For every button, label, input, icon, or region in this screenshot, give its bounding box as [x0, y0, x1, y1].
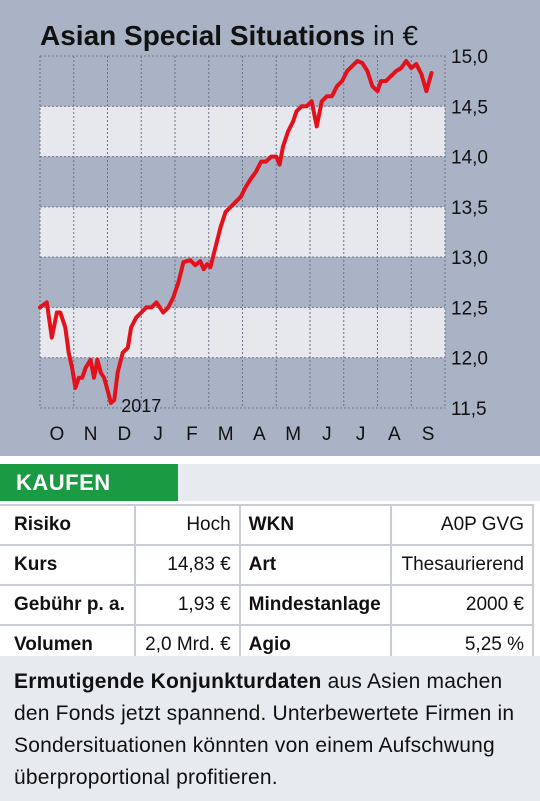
y-tick-label: 12,5 — [451, 298, 488, 319]
fact-key: Mindestanlage — [238, 584, 393, 626]
y-tick-label: 14,0 — [451, 148, 488, 169]
x-tick-label: M — [218, 424, 234, 445]
fact-key: Kurs — [0, 544, 137, 586]
fact-key: WKN — [238, 504, 393, 546]
facts-row: Gebühr p. a. 1,93 € Mindestanlage 2000 € — [0, 584, 534, 626]
x-tick-label: J — [322, 424, 332, 445]
fact-value: 14,83 € — [134, 544, 241, 586]
facts-row: Kurs 14,83 € Art Thesaurierend — [0, 544, 534, 586]
x-tick-label: D — [118, 424, 132, 445]
comment-text: Ermutigende Konjunkturdaten aus Asien ma… — [14, 666, 524, 794]
fact-value: 1,93 € — [134, 584, 241, 626]
y-tick-label: 15,0 — [451, 47, 488, 68]
recommendation-label: KAUFEN — [0, 464, 178, 501]
chart-title-main: Asian Special Situations — [40, 20, 366, 51]
facts-row: Risiko Hoch WKN A0P GVG — [0, 504, 534, 546]
fact-value: 2000 € — [390, 584, 534, 626]
chart-title: Asian Special Situations in € — [40, 20, 418, 52]
price-line — [38, 59, 434, 405]
x-tick-label: J — [153, 424, 163, 445]
x-tick-label: A — [388, 424, 401, 445]
comment-lead: Ermutigende Konjunkturdaten — [14, 670, 322, 693]
y-tick-label: 13,5 — [451, 198, 488, 219]
x-tick-label: J — [356, 424, 366, 445]
x-tick-label: O — [49, 424, 64, 445]
chart-title-unit: in € — [372, 20, 419, 51]
comment-body: aus Asien machen den Fonds jetzt spannen… — [14, 670, 515, 789]
comment-box: Ermutigende Konjunkturdaten aus Asien ma… — [0, 656, 540, 801]
x-tick-label: A — [253, 424, 266, 445]
fact-value: Hoch — [134, 504, 241, 546]
fact-key: Gebühr p. a. — [0, 584, 137, 626]
x-tick-label: S — [422, 424, 435, 445]
price-chart: 11,512,012,513,013,514,014,515,0O N D J F M A M… — [38, 47, 488, 445]
fund-facts-table: Risiko Hoch WKN A0P GVG Kurs 14,83 € Art Thesau… — [0, 504, 534, 666]
y-tick-label: 12,0 — [451, 349, 488, 370]
y-tick-label: 11,5 — [451, 399, 487, 420]
x-tick-label: N — [84, 424, 98, 445]
fact-key: Risiko — [0, 504, 137, 546]
year-annotation: 2017 — [121, 396, 161, 416]
recommendation-bar: KAUFEN — [0, 464, 540, 501]
x-tick-label: M — [285, 424, 301, 445]
y-tick-label: 14,5 — [451, 97, 488, 118]
fact-value: A0P GVG — [390, 504, 534, 546]
fact-key: Art — [238, 544, 393, 586]
x-tick-label: F — [186, 424, 198, 445]
fact-value: Thesaurierend — [390, 544, 534, 586]
y-tick-label: 13,0 — [451, 248, 488, 269]
